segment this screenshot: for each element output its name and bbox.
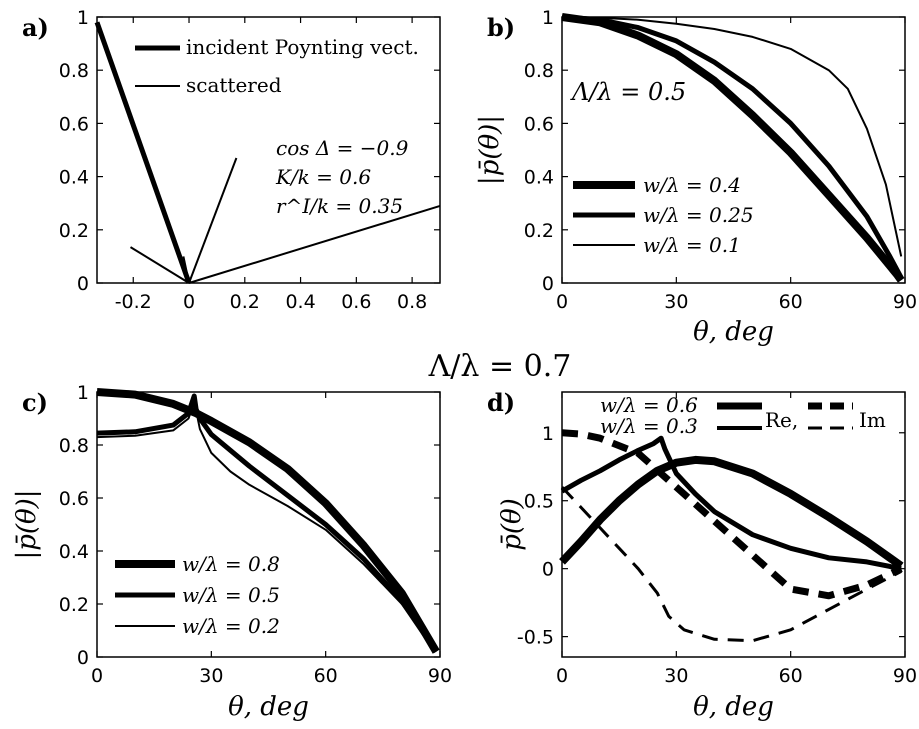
series-line-2-2: [96, 401, 438, 653]
x-axis-title: θ, deg: [228, 692, 309, 722]
y-tick-label: 0: [542, 559, 554, 581]
legend-d-0: w/λ = 0.6: [600, 393, 698, 417]
y-tick-label: 0.8: [524, 60, 554, 82]
x-tick-label: 0: [91, 665, 103, 687]
panel-label-a: a): [22, 13, 49, 42]
figure-title: Λ/λ = 0.7: [428, 349, 572, 384]
x-tick-label: 30: [664, 291, 688, 313]
series-line-0-2: [182, 256, 190, 284]
y-tick-label: 0.6: [59, 488, 89, 510]
legend-c-2: w/λ = 0.2: [182, 614, 280, 638]
legend-scattered: scattered: [186, 73, 282, 97]
y-tick-label: 0.2: [59, 220, 89, 242]
series-line-0-3: [188, 157, 238, 284]
y-tick-label: 0: [77, 273, 89, 295]
x-tick-label: 60: [779, 665, 803, 687]
x-tick-label: 90: [893, 291, 917, 313]
y-axis-title: |p̄(θ)|: [12, 489, 42, 559]
series-line-1-2: [561, 16, 903, 257]
plot-frame: [561, 391, 906, 658]
legend-b-2: w/λ = 0.1: [643, 233, 741, 257]
x-tick-label: 0.8: [397, 291, 427, 313]
series-line-3-1: [561, 429, 903, 600]
x-tick-label: 30: [199, 665, 223, 687]
y-tick-label: 0.2: [59, 594, 89, 616]
y-tick-label: 1: [77, 382, 89, 404]
annotation-k-ratio: K/k = 0.6: [275, 165, 371, 189]
annotation-lambda-ratio: Λ/λ = 0.5: [570, 78, 686, 106]
legend-incident: incident Poynting vect.: [186, 35, 419, 59]
x-axis-title: θ, deg: [693, 692, 774, 722]
y-tick-label: 0.4: [59, 541, 89, 563]
x-tick-label: -0.2: [115, 291, 152, 313]
y-tick-label: 0.8: [59, 60, 89, 82]
x-tick-label: 0: [556, 291, 568, 313]
y-tick-label: 1: [542, 7, 554, 29]
panel-a: -0.2 0 0.2 0.4 0.6 0.8 0 0.2 0.4 0.6 0.8 1: [59, 7, 441, 313]
panel-label-b: b): [487, 13, 515, 42]
series-line-3-2: [560, 435, 902, 572]
x-tick-label: 60: [779, 291, 803, 313]
series-line-0-1: [129, 246, 190, 284]
x-tick-label: 0.2: [230, 291, 260, 313]
series-line-1-0: [561, 13, 905, 283]
y-tick-label: 0: [542, 273, 554, 295]
series-line-1-1: [561, 14, 904, 279]
panel-c: 0 30 60 90 0 0.2 0.4 0.6 0.8 1 θ, deg |p̄(θ)|: [12, 382, 452, 722]
y-tick-label: 0: [77, 647, 89, 669]
series-line-2-0: [96, 388, 440, 654]
y-tick-label: 1: [542, 423, 554, 445]
x-tick-label: 0.4: [285, 291, 315, 313]
x-tick-label: 90: [428, 665, 452, 687]
panel-label-c: c): [22, 388, 48, 417]
series-line-0-4: [188, 204, 441, 284]
y-tick-label: 0.6: [524, 113, 554, 135]
legend-c-0: w/λ = 0.8: [182, 552, 280, 576]
x-tick-label: 90: [893, 665, 917, 687]
series-line-2-1: [96, 393, 439, 654]
y-axis-title: |p̄(θ)|: [475, 115, 505, 185]
annotation-cos-delta: cos Δ = −0.9: [276, 136, 409, 160]
plot-frame: [561, 16, 906, 284]
legend-d-1: w/λ = 0.3: [600, 414, 698, 438]
y-tick-label: 0.4: [524, 167, 554, 189]
y-tick-label: 0.2: [524, 220, 554, 242]
y-tick-label: 0.5: [524, 491, 554, 513]
y-axis-title: p̄(θ): [497, 498, 527, 551]
series-line-3-3: [560, 486, 902, 643]
legend-b-1: w/λ = 0.25: [643, 203, 754, 227]
y-tick-label: 0.4: [59, 167, 89, 189]
plot-frame: [96, 16, 441, 284]
legend-d-im: Im: [859, 408, 886, 432]
x-tick-label: 0: [556, 665, 568, 687]
plot-frame: [96, 391, 441, 658]
x-axis-title: θ, deg: [693, 317, 774, 347]
annotation-r-ratio: r^I/k = 0.35: [276, 194, 403, 218]
x-tick-label: 0.6: [341, 291, 371, 313]
y-tick-label: 0.6: [59, 113, 89, 135]
legend-b-0: w/λ = 0.4: [643, 173, 741, 197]
series-line-3-0: [559, 455, 904, 570]
panel-label-d: d): [487, 388, 515, 417]
x-tick-label: 30: [664, 665, 688, 687]
x-tick-label: 60: [314, 665, 338, 687]
x-tick-label: 0: [183, 291, 195, 313]
legend-d-re: Re,: [765, 408, 798, 432]
y-tick-label: 0.8: [59, 435, 89, 457]
panel-b: 0 30 60 90 0 0.2 0.4 0.6 0.8 1 θ, deg |p̄(θ)|: [475, 7, 917, 347]
series-line-0-0: [94, 21, 192, 284]
y-tick-label: 1: [77, 7, 89, 29]
y-tick-label: -0.5: [517, 627, 554, 649]
legend-c-1: w/λ = 0.5: [182, 583, 280, 607]
